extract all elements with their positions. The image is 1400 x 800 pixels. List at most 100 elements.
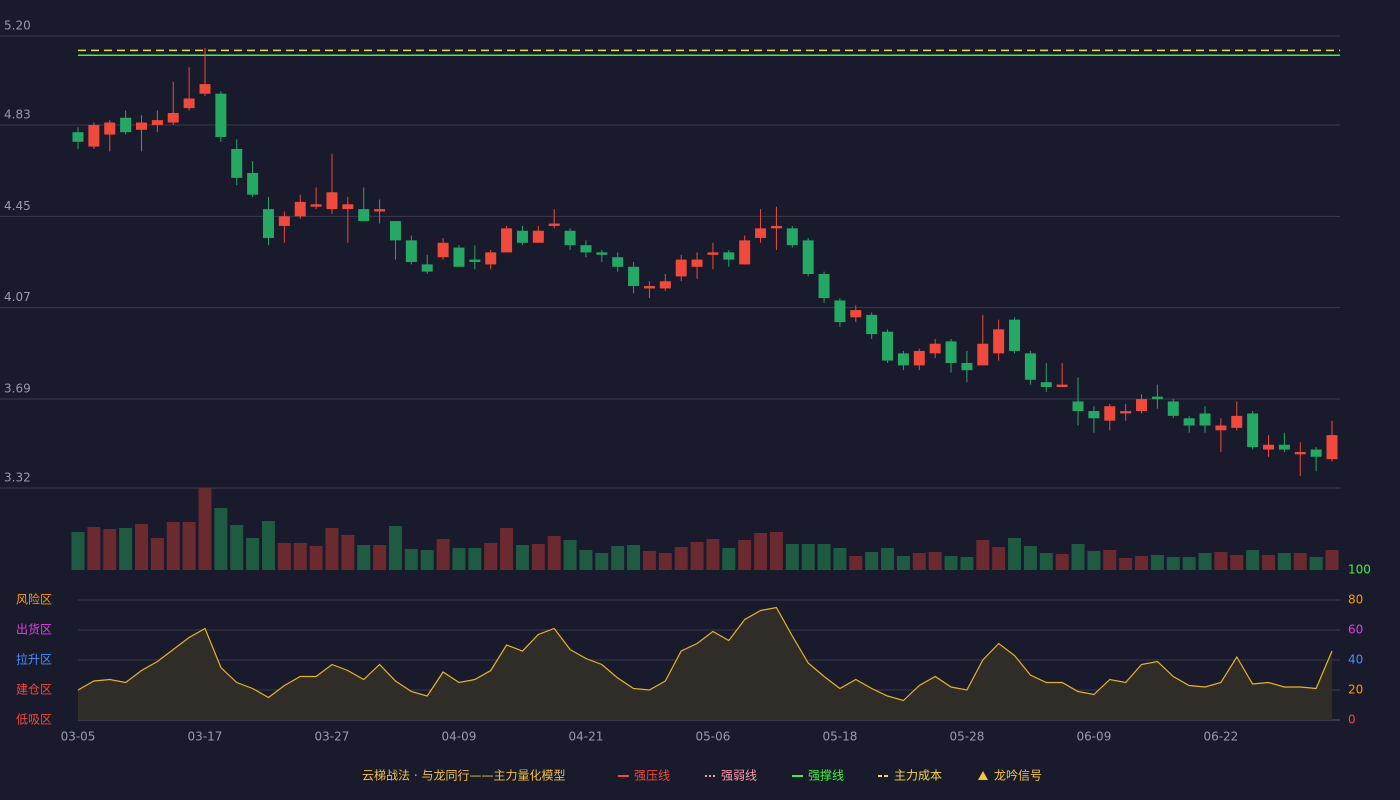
- volume-bar: [801, 544, 815, 570]
- candle-body: [453, 247, 465, 267]
- candle-body: [1183, 418, 1195, 426]
- candle-body: [691, 259, 703, 267]
- volume-bar: [1293, 553, 1307, 570]
- candle-body: [1120, 411, 1132, 414]
- candle-body: [421, 264, 433, 272]
- volume-bar: [1008, 538, 1022, 570]
- volume-bar: [1150, 555, 1164, 570]
- candle-body: [1167, 401, 1179, 416]
- volume-bar: [627, 545, 641, 570]
- legend-label: 强压线: [634, 769, 670, 783]
- volume-bar: [1087, 551, 1101, 570]
- candle-body: [548, 223, 560, 226]
- volume-bar: [134, 524, 148, 570]
- x-tick-label: 05-28: [949, 730, 984, 744]
- volume-bar: [611, 546, 625, 570]
- volume-bar: [1103, 550, 1117, 570]
- candle-body: [1326, 435, 1338, 460]
- y2-tick-label: 40: [1348, 653, 1363, 667]
- candle-body: [850, 310, 862, 318]
- y2-tick-label: 100: [1348, 563, 1371, 577]
- candle-body: [278, 216, 290, 226]
- candle-body: [469, 259, 481, 262]
- volume-bar: [198, 488, 212, 570]
- candle-body: [199, 84, 211, 94]
- volume-bar: [674, 547, 688, 570]
- volume-bar: [1198, 553, 1212, 570]
- candle-body: [374, 209, 386, 212]
- volume-bar: [166, 522, 180, 570]
- volume-bar: [881, 548, 895, 570]
- volume-bar: [341, 535, 355, 570]
- candle-body: [120, 117, 132, 133]
- volume-bar: [515, 545, 529, 570]
- candle-body: [1040, 382, 1052, 388]
- candle-body: [929, 343, 941, 354]
- candle-body: [1136, 399, 1148, 412]
- candle-body: [231, 149, 243, 178]
- volume-bar: [531, 544, 545, 570]
- candle-body: [675, 259, 687, 277]
- x-tick-label: 03-17: [188, 730, 223, 744]
- candle-body: [1151, 396, 1163, 400]
- volume-bar: [1246, 550, 1260, 570]
- volume-bar: [579, 550, 593, 570]
- candle-body: [755, 228, 767, 238]
- candle-body: [294, 201, 306, 217]
- candle-body: [501, 228, 513, 253]
- volume-bar: [896, 556, 910, 570]
- legend-label: 强撑线: [808, 768, 844, 783]
- volume-bar: [865, 552, 879, 570]
- candle-body: [1310, 449, 1322, 457]
- candle-body: [643, 286, 655, 289]
- candle-body: [262, 209, 274, 238]
- volume-bar: [785, 544, 799, 570]
- volume-bar: [754, 533, 768, 570]
- y2-tick-label: 80: [1348, 593, 1363, 607]
- volume-bar: [500, 528, 514, 570]
- candle-body: [945, 341, 957, 363]
- volume-bar: [1325, 550, 1339, 570]
- volume-bar: [976, 540, 990, 570]
- volume-bar: [261, 521, 275, 570]
- zone-label: 出货区: [16, 622, 52, 637]
- candle-body: [723, 252, 735, 260]
- x-tick-label: 03-27: [315, 730, 350, 744]
- volume-bar: [1214, 552, 1228, 570]
- candle-body: [72, 132, 84, 142]
- volume-bar: [1309, 557, 1323, 570]
- volume-bar: [420, 550, 434, 570]
- volume-bar: [642, 551, 656, 570]
- volume-bar: [690, 542, 704, 570]
- legend-label: 龙吟信号: [994, 768, 1042, 783]
- x-tick-label: 03-05: [61, 730, 96, 744]
- candle-body: [437, 242, 449, 258]
- volume-bar: [1023, 546, 1037, 570]
- volume-bar: [404, 549, 418, 570]
- candle-body: [1231, 415, 1243, 428]
- candle-body: [580, 245, 592, 253]
- volume-bar: [658, 553, 672, 570]
- candle-body: [628, 266, 640, 287]
- legend-title: 云梯战法 · 与龙同行——主力量化模型: [362, 769, 565, 783]
- y2-tick-label: 60: [1348, 623, 1363, 637]
- volume-bar: [436, 539, 450, 570]
- candle-body: [215, 93, 227, 137]
- y-tick-label: 4.83: [4, 107, 31, 121]
- volume-bar: [103, 529, 117, 570]
- candle-body: [342, 204, 354, 210]
- candle-body: [596, 252, 608, 255]
- legend-label: 强弱线: [721, 769, 757, 783]
- y-tick-label: 4.45: [4, 199, 31, 213]
- candle-body: [1199, 413, 1211, 426]
- volume-bar: [833, 548, 847, 570]
- volume-bar: [722, 548, 736, 570]
- candle-body: [1247, 413, 1259, 448]
- volume-bar: [595, 553, 609, 570]
- zone-label: 低吸区: [16, 713, 52, 727]
- volume-bar: [293, 543, 307, 570]
- candle-body: [659, 281, 671, 289]
- candle-body: [88, 124, 100, 147]
- candle-body: [977, 343, 989, 366]
- candle-body: [1024, 353, 1036, 380]
